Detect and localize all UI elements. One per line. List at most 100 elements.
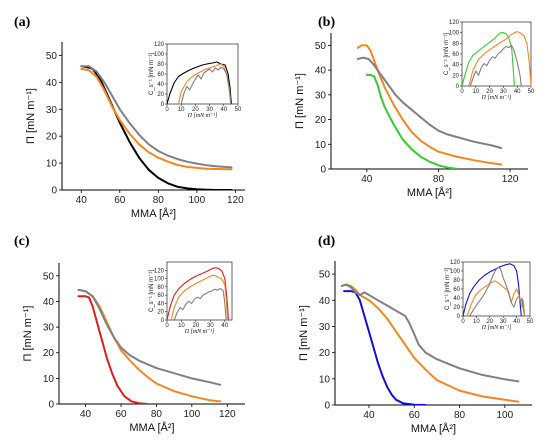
panel-4-inset-y-tick-label: 100 xyxy=(450,269,461,275)
panel-1-inset-series-black-line xyxy=(167,61,233,104)
panel-3-inset-y-tick-label: 120 xyxy=(154,268,165,274)
panel-3-inset-y-tick-label: 20 xyxy=(157,310,164,316)
panel-4-main-y-tick-label: 0 xyxy=(324,401,330,412)
panel-4-inset: 0 10 20 30 40 50 0 20 40 60 80 100 120 Π [mN m⁻¹] C_s⁻… xyxy=(445,260,534,331)
panel-4-inset-x-tick-label: 20 xyxy=(486,319,493,325)
panel-1-inset-x-tick-label: 20 xyxy=(192,107,199,113)
panel-4-inset-x-axis-label: Π [mN m⁻¹] xyxy=(481,325,512,331)
panel-3-inset-x-axis-label: Π [mN m⁻¹] xyxy=(184,329,215,335)
panel-1-inset-x-tick-label: 10 xyxy=(178,107,185,113)
panel-4-main-y-tick-label: 20 xyxy=(319,348,331,359)
panel-2-inset-y-tick-label: 80 xyxy=(452,41,459,47)
panel-2-main-x-tick-label: 120 xyxy=(502,174,519,185)
panel-1-main-series-gray-line xyxy=(80,65,233,169)
panel-3-main-x-axis-label: MMA [Å²] xyxy=(129,421,174,434)
panel-1-inset-y-tick-label: 80 xyxy=(157,62,164,68)
panel-3-inset-series-orange-line xyxy=(170,274,229,320)
panel-4-main-y-tick-label: 50 xyxy=(319,270,331,281)
panel-4-inset-x-tick-label: 30 xyxy=(500,319,507,325)
panel-2-inset-x-tick-label: 30 xyxy=(500,89,507,95)
panel-1-main-series-black-line xyxy=(80,65,233,190)
panel-4-main-x-axis-label: MMA [Å²] xyxy=(411,422,456,435)
panel-3-inset-y-tick-label: 0 xyxy=(161,318,165,324)
panel-1-inset-y-tick-label: 40 xyxy=(157,82,164,88)
panel-2-inset-x-tick-label: 20 xyxy=(486,89,493,95)
panel-2-inset-y-tick-label: 40 xyxy=(452,63,459,69)
panel-3-inset-x-tick-label: 30 xyxy=(207,323,214,329)
panel-4-main-x-tick-label: 100 xyxy=(496,410,513,421)
panel-1-main-x-tick-label: 80 xyxy=(153,195,165,206)
panel-4-inset-series-gray-line xyxy=(469,266,526,316)
panel-2-main-x-axis-label: MMA [Å²] xyxy=(407,186,452,199)
panel-4-inset-x-tick-label: 0 xyxy=(461,319,465,325)
panel-1-main-x-tick-label: 120 xyxy=(227,195,244,206)
panel-4-main-y-tick-label: 30 xyxy=(319,322,331,333)
panel-2-main-series-orange-line xyxy=(356,44,503,166)
panel-2-main-y-tick-label: 50 xyxy=(315,41,327,52)
panel-2-main-series-green-line xyxy=(365,74,458,169)
panel-1-main-y-tick-label: 10 xyxy=(46,159,58,170)
panel-2-inset-series-orange-line xyxy=(468,31,532,86)
panel-3-main-x-tick-label: 40 xyxy=(80,409,92,420)
panel-2-main-x-tick-label: 80 xyxy=(433,174,445,185)
panel-4-inset-y-tick-label: 120 xyxy=(450,260,461,266)
panel-4-main-x-tick-label: 60 xyxy=(409,410,421,421)
panel-3-inset-x-tick-label: 20 xyxy=(193,323,200,329)
panel-1-inset-y-tick-label: 60 xyxy=(157,72,164,78)
panel-label: (c) xyxy=(14,234,30,249)
panel-4-main-x-tick-label: 80 xyxy=(454,410,466,421)
panel-2-inset-series-gray-line xyxy=(469,44,522,86)
panel-1-inset: 0 10 20 30 40 50 0 20 40 60 80 100 120 Π [mN m⁻¹] C_s⁻… xyxy=(149,42,242,119)
panel-4-inset-y-tick-label: 40 xyxy=(453,296,460,302)
panel-1-main-y-tick-label: 50 xyxy=(46,51,58,62)
panel-3-inset-y-tick-label: 100 xyxy=(154,277,165,283)
panel-3-main-y-tick-label: 30 xyxy=(43,323,55,334)
panel-3-main-y-axis-label: Π [mN m⁻¹] xyxy=(22,306,34,362)
panel-2-inset-series-green-line xyxy=(462,32,515,86)
panel-1-main-y-axis-label: Π [mN m⁻¹] xyxy=(25,88,37,144)
panel-1-main: 40 60 80 100 120 0 10 20 30 40 50 MMA [Å²] Π [mN m⁻¹… xyxy=(25,42,245,220)
panel-4-main-series-blue-line xyxy=(343,290,427,405)
panel-1-inset-y-tick-label: 100 xyxy=(154,52,165,58)
panel-3-main-y-tick-label: 10 xyxy=(43,374,55,385)
panel-2-inset-x-tick-label: 0 xyxy=(460,89,464,95)
panel-2-inset-y-tick-label: 60 xyxy=(452,52,459,58)
panel-2-inset-x-tick-label: 50 xyxy=(528,89,535,95)
panel-3-main-y-tick-label: 20 xyxy=(43,348,55,359)
panel-3-main-x-tick-label: 100 xyxy=(184,409,201,420)
panel-1-inset-y-axis-label: C_s⁻¹ [mN m⁻¹] xyxy=(149,53,155,95)
panel-1-inset-x-tick-label: 40 xyxy=(220,107,227,113)
panel-1-main-x-tick-label: 100 xyxy=(188,195,205,206)
panel-3-inset-x-tick-label: 10 xyxy=(178,323,185,329)
panel-3-main-series-red-line xyxy=(77,295,149,404)
panel-4-main-y-tick-label: 10 xyxy=(319,374,331,385)
panel-2-main-y-tick-label: 40 xyxy=(315,66,327,77)
panel-1-inset-frame xyxy=(166,43,239,105)
panel-1-inset-x-tick-label: 30 xyxy=(206,107,213,113)
panel-2-inset-y-tick-label: 0 xyxy=(456,84,460,90)
panel-2-inset-y-tick-label: 20 xyxy=(452,73,459,79)
panel-label: (a) xyxy=(14,15,31,30)
panel-4-main-series-gray-line xyxy=(340,283,520,383)
panel-2-main-x-tick-label: 40 xyxy=(361,174,373,185)
panel-3-main-x-tick-label: 60 xyxy=(115,409,127,420)
panel-2-main-y-axis-label: Π [mN m⁻¹] xyxy=(294,73,306,129)
panel-2-main-y-tick-label: 30 xyxy=(315,90,327,101)
panel-3-main-y-tick-label: 0 xyxy=(48,400,54,411)
panel-4-inset-y-tick-label: 60 xyxy=(453,287,460,293)
panel-1-main-x-axis-label: MMA [Å²] xyxy=(131,207,176,220)
panel-1-main-y-tick-label: 40 xyxy=(46,78,58,89)
panel-1-inset-x-tick-label: 0 xyxy=(165,107,169,113)
panel-3-inset: 0 10 20 30 40 0 20 40 60 80 100 120 Π [mN m⁻¹] C_s⁻¹ … xyxy=(149,261,233,335)
panel-3-main-series-gray-line xyxy=(77,288,222,386)
panel-4-inset-x-tick-label: 40 xyxy=(513,319,520,325)
panel-3-inset-series-gray-line xyxy=(173,287,227,320)
panel-2-inset-x-axis-label: Π [mN m⁻¹] xyxy=(481,95,512,101)
panel-3-main-x-tick-label: 120 xyxy=(219,409,236,420)
panel-1-inset-x-tick-label: 50 xyxy=(235,107,242,113)
panel-3-main-y-tick-label: 50 xyxy=(43,271,55,282)
panel-3-inset-x-tick-label: 40 xyxy=(221,323,228,329)
panel-3-inset-y-tick-label: 60 xyxy=(157,293,164,299)
